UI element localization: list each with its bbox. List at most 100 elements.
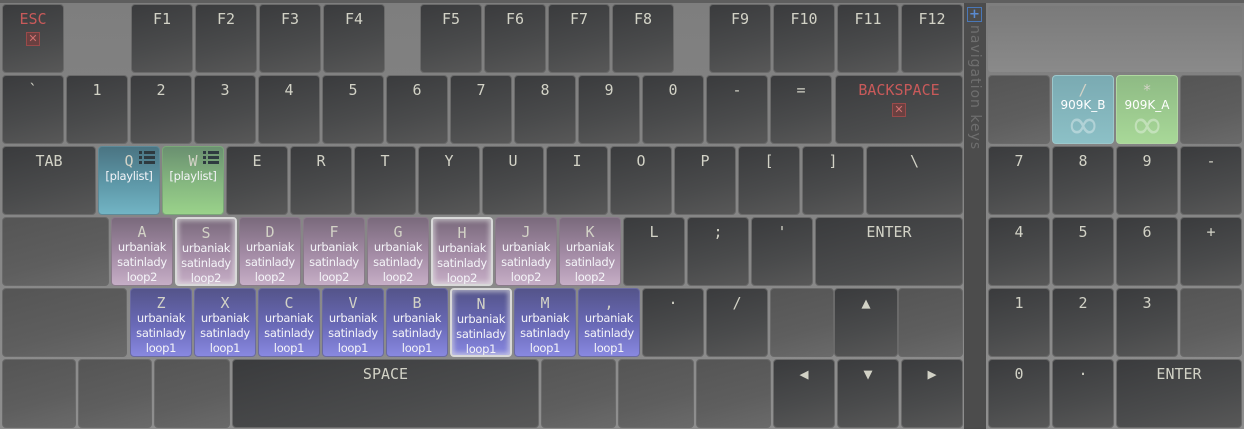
- key-2[interactable]: 2: [130, 75, 192, 144]
- key-w[interactable]: W [playlist]: [162, 146, 224, 215]
- key-y[interactable]: Y: [418, 146, 480, 215]
- key-blank[interactable]: [2, 359, 76, 428]
- key-7[interactable]: 7: [450, 75, 512, 144]
- key-blank[interactable]: [2, 288, 127, 357]
- numpad-key-minus[interactable]: -: [1180, 146, 1242, 215]
- key-blank[interactable]: [2, 217, 109, 286]
- key-f8[interactable]: F8: [612, 4, 674, 73]
- key-8[interactable]: 8: [514, 75, 576, 144]
- key-f4[interactable]: F4: [323, 4, 385, 73]
- numpad-key-blank[interactable]: [988, 75, 1050, 144]
- key-equals[interactable]: =: [770, 75, 832, 144]
- key-5[interactable]: 5: [322, 75, 384, 144]
- numpad-key-period[interactable]: ·: [1052, 359, 1114, 428]
- key-blank[interactable]: [898, 288, 963, 357]
- key-blank[interactable]: [618, 359, 694, 428]
- key-period[interactable]: ·: [642, 288, 704, 357]
- key-3[interactable]: 3: [194, 75, 256, 144]
- numpad-key-blank[interactable]: [1180, 288, 1242, 357]
- key-f10[interactable]: F10: [773, 4, 835, 73]
- close-box-icon[interactable]: ✕: [26, 32, 40, 46]
- numpad-key-2[interactable]: 2: [1052, 288, 1114, 357]
- key-f1[interactable]: F1: [131, 4, 193, 73]
- navigation-keys-strip[interactable]: + navigation keys: [964, 3, 986, 429]
- numpad-key-slash[interactable]: ∞ /909K_B: [1052, 75, 1114, 144]
- close-box-icon[interactable]: ✕: [892, 103, 906, 117]
- numpad-key-8[interactable]: 8: [1052, 146, 1114, 215]
- numpad-key-6[interactable]: 6: [1116, 217, 1178, 286]
- key-f12[interactable]: F12: [901, 4, 963, 73]
- key-space[interactable]: SPACE: [232, 359, 539, 428]
- numpad-key-4[interactable]: 4: [988, 217, 1050, 286]
- numpad-key-7[interactable]: 7: [988, 146, 1050, 215]
- key-p[interactable]: P: [674, 146, 736, 215]
- key-semicolon[interactable]: ;: [687, 217, 749, 286]
- key-blank[interactable]: [770, 288, 834, 357]
- key-left-arrow[interactable]: ◀: [773, 359, 835, 428]
- key-f2[interactable]: F2: [195, 4, 257, 73]
- numpad-key-3[interactable]: 3: [1116, 288, 1178, 357]
- key-tab[interactable]: TAB: [2, 146, 96, 215]
- numpad-key-9[interactable]: 9: [1116, 146, 1178, 215]
- key-minus[interactable]: -: [706, 75, 768, 144]
- key-slash[interactable]: /: [706, 288, 768, 357]
- numpad-key-5[interactable]: 5: [1052, 217, 1114, 286]
- key-blank[interactable]: [541, 359, 616, 428]
- key-f7[interactable]: F7: [548, 4, 610, 73]
- key-l[interactable]: L: [623, 217, 685, 286]
- key-blank[interactable]: [696, 359, 771, 428]
- key-e[interactable]: E: [226, 146, 288, 215]
- numpad-key-plus[interactable]: +: [1180, 217, 1242, 286]
- key-backspace[interactable]: BACKSPACE ✕: [835, 75, 963, 144]
- key-down-arrow[interactable]: ▼: [837, 359, 899, 428]
- key-f6[interactable]: F6: [484, 4, 546, 73]
- key-blank[interactable]: [78, 359, 152, 428]
- key-f9[interactable]: F9: [709, 4, 771, 73]
- numpad-key-1[interactable]: 1: [988, 288, 1050, 357]
- key-0[interactable]: 0: [642, 75, 704, 144]
- key-backtick[interactable]: `: [2, 75, 64, 144]
- key-f3[interactable]: F3: [259, 4, 321, 73]
- key-left-bracket[interactable]: [: [738, 146, 800, 215]
- key-1[interactable]: 1: [66, 75, 128, 144]
- key-enter[interactable]: ENTER: [815, 217, 963, 286]
- numpad-key-blank[interactable]: [1180, 75, 1242, 144]
- plus-icon[interactable]: +: [967, 7, 982, 22]
- key-9[interactable]: 9: [578, 75, 640, 144]
- key-right-arrow[interactable]: ▶: [901, 359, 963, 428]
- key-f11[interactable]: F11: [837, 4, 899, 73]
- key-o[interactable]: O: [610, 146, 672, 215]
- numpad-key-asterisk[interactable]: ∞ * 909K_A: [1116, 75, 1178, 144]
- key-i[interactable]: I: [546, 146, 608, 215]
- key-right-bracket[interactable]: ]: [802, 146, 864, 215]
- key-u[interactable]: U: [482, 146, 544, 215]
- key-blank[interactable]: [154, 359, 230, 428]
- key-t[interactable]: T: [354, 146, 416, 215]
- key-quote[interactable]: ': [751, 217, 813, 286]
- key-up-arrow[interactable]: ▲: [834, 288, 898, 357]
- key-4[interactable]: 4: [258, 75, 320, 144]
- numpad-key-0[interactable]: 0: [988, 359, 1050, 428]
- numpad-key-enter[interactable]: ENTER: [1116, 359, 1242, 428]
- key-q[interactable]: Q [playlist]: [98, 146, 160, 215]
- key-esc[interactable]: ESC ✕: [2, 4, 64, 73]
- key-6[interactable]: 6: [386, 75, 448, 144]
- key-f5[interactable]: F5: [420, 4, 482, 73]
- key-r[interactable]: R: [290, 146, 352, 215]
- key-comma[interactable]: , urbaniak satinlady loop1: [578, 288, 640, 357]
- key-backslash[interactable]: \: [866, 146, 963, 215]
